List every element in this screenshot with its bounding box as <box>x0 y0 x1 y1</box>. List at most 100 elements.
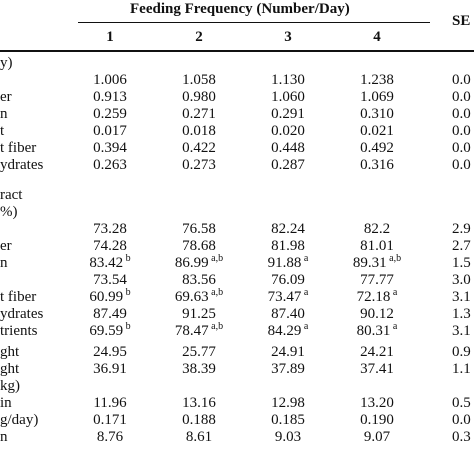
table-cell: 0.310 <box>342 105 412 123</box>
cell-value: 76.09 <box>271 272 305 288</box>
section-label-intake: y) <box>0 55 13 71</box>
cell-value: 69.63 <box>174 289 209 305</box>
table-cell: 74.28 <box>75 237 145 255</box>
table-cell: 0.259 <box>75 105 145 123</box>
table-cell: 13.16 <box>164 394 234 412</box>
table-cell: 1.060 <box>253 88 323 106</box>
cell-value: 0.185 <box>271 412 305 428</box>
table-cell: 1.130 <box>253 71 323 89</box>
table-cell: 24.95 <box>75 343 145 361</box>
section-label-digestibility-1: ract <box>0 187 23 203</box>
row-label: t fiber <box>0 140 37 156</box>
header-rule-bottom <box>0 50 474 52</box>
cell-value: 24.91 <box>271 344 305 360</box>
cell-value: 78.47 <box>174 323 209 339</box>
sem-cell: 3.1 <box>452 289 471 305</box>
table-cell: 9.03 <box>253 428 323 446</box>
table-cell: 0.190 <box>342 411 412 429</box>
table-cell: 13.20 <box>342 394 412 412</box>
table-cell: 91.25 <box>164 305 234 323</box>
sem-cell: 0.0 <box>452 123 471 139</box>
table-cell: 38.39 <box>164 360 234 378</box>
table-cell: 69.63 a,b <box>164 288 234 306</box>
cell-value: 0.980 <box>182 89 216 105</box>
significance-superscript: a <box>301 287 309 298</box>
cell-value: 13.20 <box>360 395 394 411</box>
significance-superscript: a,b <box>208 287 224 298</box>
row-label: er <box>0 89 12 105</box>
cell-value: 24.95 <box>93 344 127 360</box>
table-cell: 82.2 <box>342 220 412 238</box>
table-cell: 24.21 <box>342 343 412 361</box>
table-cell: 0.271 <box>164 105 234 123</box>
cell-value: 0.020 <box>271 123 305 139</box>
cell-value: 12.98 <box>271 395 305 411</box>
sem-cell: 1.5 <box>452 255 471 271</box>
sem-cell: 0.0 <box>452 412 471 428</box>
cell-value: 90.12 <box>360 306 394 322</box>
significance-superscript: a <box>390 287 398 298</box>
row-label: in <box>0 395 12 411</box>
cell-value: 73.47 <box>267 289 302 305</box>
table-cell: 0.263 <box>75 156 145 174</box>
table-cell: 73.54 <box>75 271 145 289</box>
cell-value: 1.060 <box>271 89 305 105</box>
cell-value: 91.88 <box>267 255 302 271</box>
table-cell: 0.422 <box>164 139 234 157</box>
cell-value: 72.18 <box>356 289 391 305</box>
cell-value: 0.021 <box>360 123 394 139</box>
table-cell: 0.185 <box>253 411 323 429</box>
cell-value: 37.89 <box>271 361 305 377</box>
table-cell: 78.68 <box>164 237 234 255</box>
table-cell: 83.42 b <box>75 254 145 272</box>
table-cell: 25.77 <box>164 343 234 361</box>
cell-value: 11.96 <box>93 395 127 411</box>
cell-value: 73.54 <box>93 272 127 288</box>
cell-value: 37.41 <box>360 361 394 377</box>
sem-cell: 3.1 <box>452 323 471 339</box>
row-label: t <box>0 123 5 139</box>
sem-cell: 2.9 <box>452 221 471 237</box>
cell-value: 0.263 <box>93 157 127 173</box>
cell-value: 87.40 <box>271 306 305 322</box>
table-cell: 77.77 <box>342 271 412 289</box>
table-cell: 0.492 <box>342 139 412 157</box>
table-cell: 90.12 <box>342 305 412 323</box>
cell-value: 0.492 <box>360 140 394 156</box>
cell-value: 13.16 <box>182 395 216 411</box>
table-cell: 24.91 <box>253 343 323 361</box>
row-label: n <box>0 106 8 122</box>
table-cell: 72.18 a <box>342 288 412 306</box>
table-cell: 82.24 <box>253 220 323 238</box>
sem-cell: 0.0 <box>452 89 471 105</box>
table-cell: 0.287 <box>253 156 323 174</box>
cell-value: 78.68 <box>182 238 216 254</box>
row-label: n <box>0 429 8 445</box>
sem-cell: 1.3 <box>452 306 471 322</box>
table-cell: 80.31 a <box>342 322 412 340</box>
cell-value: 87.49 <box>93 306 127 322</box>
cell-value: 0.448 <box>271 140 305 156</box>
row-label: g/day) <box>0 412 39 428</box>
table-cell: 83.56 <box>164 271 234 289</box>
cell-value: 0.316 <box>360 157 394 173</box>
row-label: ydrates <box>0 306 44 322</box>
cell-value: 0.259 <box>93 106 127 122</box>
cell-value: 0.171 <box>93 412 127 428</box>
table-cell: 12.98 <box>253 394 323 412</box>
cell-value: 1.058 <box>182 72 216 88</box>
cell-value: 0.190 <box>360 412 394 428</box>
cell-value: 82.2 <box>363 221 391 237</box>
table-cell: 89.31 a,b <box>342 254 412 272</box>
cell-value: 91.25 <box>182 306 216 322</box>
table-cell: 0.020 <box>253 122 323 140</box>
significance-superscript: a,b <box>208 253 224 264</box>
cell-value: 0.017 <box>93 123 127 139</box>
table-cell: 1.069 <box>342 88 412 106</box>
cell-value: 73.28 <box>93 221 127 237</box>
sem-cell: 1.1 <box>452 361 471 377</box>
cell-value: 8.61 <box>185 429 213 445</box>
sem-cell: 3.0 <box>452 272 471 288</box>
cell-value: 69.59 <box>89 323 124 339</box>
row-label: ght <box>0 344 20 360</box>
